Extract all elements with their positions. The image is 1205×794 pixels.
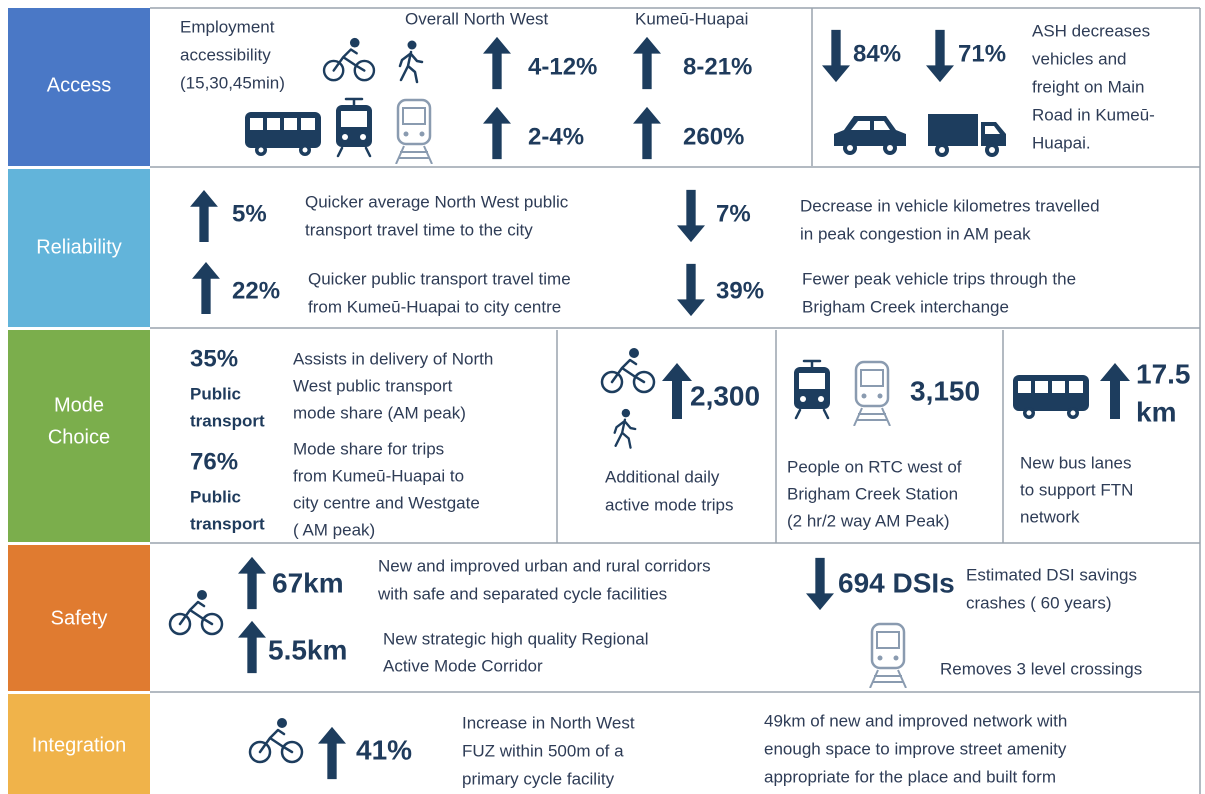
value: 5% [232,200,267,227]
description: Brigham Creek interchange [802,297,1009,316]
description: in peak congestion in AM peak [800,224,1031,243]
value: 260% [683,123,744,150]
description: crashes ( 60 years) [966,593,1112,612]
value: 22% [232,277,280,304]
description: mode share (AM peak) [293,403,466,422]
description: Additional daily [605,467,720,486]
employment-text: (15,30,45min) [180,73,285,92]
row-label: Safety [51,607,108,629]
heading: Kumeū-Huapai [635,9,748,28]
description: West public transport [293,376,453,395]
description: from Kumeū-Huapai to [293,466,464,485]
description: 49km of new and improved network with [764,711,1067,730]
description: with safe and separated cycle facilities [377,584,667,603]
description: Quicker public transport travel time [308,269,571,288]
description: to support FTN [1020,480,1133,499]
value: 41% [356,734,412,765]
value: 2-4% [528,123,584,150]
description: city centre and Westgate [293,493,480,512]
value: 71% [958,40,1006,67]
value: 3,150 [910,375,980,406]
heading: Overall North West [405,9,549,28]
description: New strategic high quality Regional [383,629,649,648]
share-type: transport [190,411,265,430]
ash-text: freight on Main [1032,77,1144,96]
description: New bus lanes [1020,453,1132,472]
ash-text: Huapai. [1032,133,1091,152]
reliability-band [8,169,150,327]
share-type: transport [190,514,265,533]
value: 84% [853,40,901,67]
row-label: Choice [48,426,110,448]
description: Quicker average North West public [305,192,569,211]
value: 8-21% [683,53,752,80]
row-label: Access [47,74,111,96]
mode-band [8,330,150,542]
description: from Kumeū-Huapai to city centre [308,297,561,316]
description: primary cycle facility [462,769,615,788]
description: transport travel time to the city [305,220,533,239]
access-band [8,8,150,166]
value: 35% [190,345,238,372]
share-type: Public [190,384,241,403]
value: 2,300 [690,380,760,411]
ash-text: ASH decreases [1032,21,1150,40]
description: Decrease in vehicle kilometres travelled [800,196,1100,215]
description: Removes 3 level crossings [940,659,1142,678]
value: 4-12% [528,53,597,80]
description: ( AM peak) [293,520,375,539]
employment-text: Employment [180,17,275,36]
value: 17.5 [1136,358,1191,389]
description: Assists in delivery of North [293,349,493,368]
safety-band [8,545,150,691]
value: 7% [716,200,751,227]
value: 694 DSIs [838,567,955,598]
description: Active Mode Corridor [383,656,543,675]
description: Increase in North West [462,713,635,732]
employment-text: accessibility [180,45,271,64]
description: active mode trips [605,495,734,514]
description: Brigham Creek Station [787,484,958,503]
ash-text: Road in Kumeū- [1032,105,1155,124]
value: 5.5km [268,634,347,665]
row-label: Reliability [36,236,122,258]
value: 39% [716,277,764,304]
description: Mode share for trips [293,439,444,458]
share-type: Public [190,487,241,506]
value: 76% [190,448,238,475]
description: New and improved urban and rural corrido… [378,556,711,575]
description: People on RTC west of [787,457,962,476]
description: Fewer peak vehicle trips through the [802,269,1076,288]
description: appropriate for the place and built form [764,767,1056,786]
description: (2 hr/2 way AM Peak) [787,511,950,530]
row-label: Mode [54,394,104,416]
integration-band [8,694,150,794]
value: 67km [272,567,344,598]
description: FUZ within 500m of a [462,741,624,760]
row-label: Integration [32,734,127,756]
ash-text: vehicles and [1032,49,1127,68]
description: network [1020,507,1080,526]
description: enough space to improve street amenity [764,739,1067,758]
description: Estimated DSI savings [966,565,1137,584]
value: km [1136,396,1176,427]
dividers [150,7,1201,794]
layout [8,7,1201,794]
